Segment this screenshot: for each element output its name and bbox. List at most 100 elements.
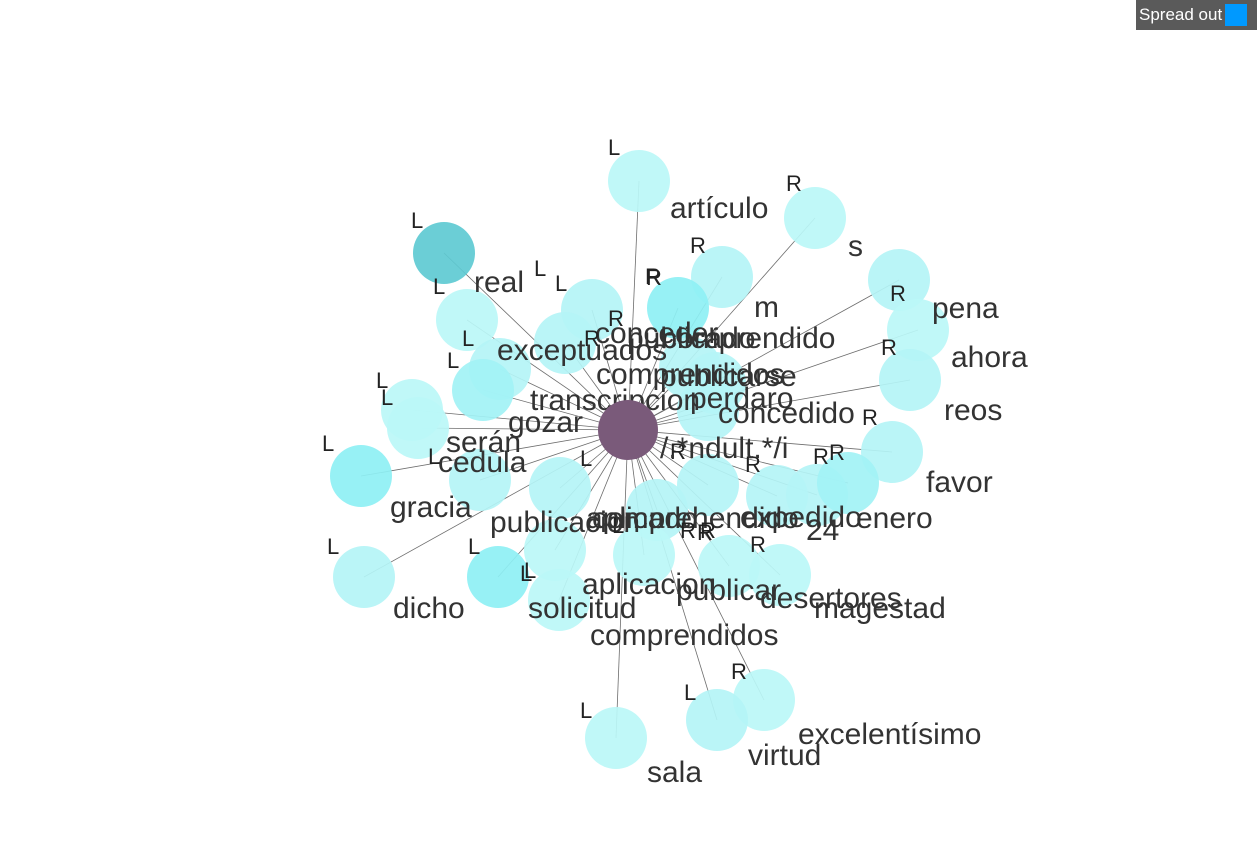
word-node[interactable] [749,544,811,606]
word-node[interactable] [861,421,923,483]
word-label: exceptuados [497,334,667,367]
edge [466,319,629,431]
side-label: R [829,440,845,465]
word-label: reos [944,394,1002,427]
side-label: R [645,264,661,289]
word-node[interactable] [686,689,748,751]
word-node[interactable] [413,222,475,284]
side-label: L [381,385,393,410]
side-label: L [447,348,459,373]
word-node[interactable] [452,359,514,421]
word-node[interactable] [733,669,795,731]
side-label: R [745,452,761,477]
word-node[interactable] [387,397,449,459]
edge [627,180,640,431]
word-node[interactable] [529,457,591,519]
word-node[interactable] [784,187,846,249]
word-label: serán [446,426,521,459]
word-label: real [474,266,524,299]
word-label: enero [856,502,933,535]
side-label: L [411,208,423,233]
word-node[interactable] [613,524,675,586]
word-node[interactable] [887,299,949,361]
word-node[interactable] [528,569,590,631]
edge [627,217,816,431]
side-label: R [813,444,829,469]
word-node[interactable] [330,445,392,507]
word-label: dicho [393,592,465,625]
edge [411,409,629,431]
word-label: m [754,291,779,324]
center-label: /.*ndult.*/i [660,432,788,465]
side-label: R [646,265,662,290]
word-label: gracia [390,491,472,524]
word-label: conceder [595,317,718,350]
word-node[interactable] [677,379,739,441]
word-nodes [330,150,949,769]
side-label: L [555,271,567,296]
word-node[interactable] [524,519,586,581]
edge [615,429,629,739]
word-node[interactable] [333,546,395,608]
word-node[interactable] [817,452,879,514]
word-label: comprendido [662,322,835,355]
word-node[interactable] [879,349,941,411]
word-label: aplicado [586,502,698,535]
word-node[interactable] [691,246,753,308]
edge [627,329,919,431]
word-label: comprehendido [592,502,799,535]
side-label: L [684,680,696,705]
word-node[interactable] [608,150,670,212]
word-node[interactable] [868,249,930,311]
word-label: publicado [627,322,755,355]
side-label: R [584,326,600,351]
side-label: R [731,659,747,684]
word-node[interactable] [449,449,511,511]
edge [627,429,893,453]
side-label: R [786,171,802,196]
side-label: L [608,135,620,160]
side-label: R [670,439,686,464]
word-label: ahora [951,341,1028,374]
word-label: 24 [806,514,839,547]
side-label: L [580,698,592,723]
word-label: desertores [760,582,902,615]
word-node[interactable] [534,312,596,374]
edge [627,279,900,431]
edge [627,429,765,701]
word-label: pena [932,292,999,325]
word-label: publicarse [660,360,797,393]
side-label: R [697,520,713,545]
side-label: L [433,274,445,299]
center-node-group[interactable]: /.*ndult.*/i [598,400,788,465]
side-label: L [428,444,440,469]
side-label: L [462,326,474,351]
word-label: cedula [438,446,527,479]
word-label: gozar [508,406,583,439]
edge [627,429,718,721]
word-label: s [848,230,863,263]
word-label: aplicacion [582,568,715,601]
word-node[interactable] [677,454,739,516]
spread-out-button[interactable]: Spread out [1136,0,1257,30]
word-label: sala [647,756,702,789]
side-label: L [327,534,339,559]
side-label: R [700,518,716,543]
word-node[interactable] [647,277,709,339]
side-label: L [376,368,388,393]
word-node[interactable] [585,707,647,769]
word-label: excelentísimo [798,718,981,751]
word-label: favor [926,466,993,499]
word-label: virtud [748,739,821,772]
side-label: L [534,256,546,281]
word-label: concedido [718,397,855,430]
word-node[interactable] [467,546,529,608]
word-node[interactable] [436,289,498,351]
center-node[interactable] [598,400,658,460]
word-node[interactable] [698,535,760,597]
word-label: publicacion [490,506,640,539]
edge [627,379,911,431]
side-label: R [690,233,706,258]
